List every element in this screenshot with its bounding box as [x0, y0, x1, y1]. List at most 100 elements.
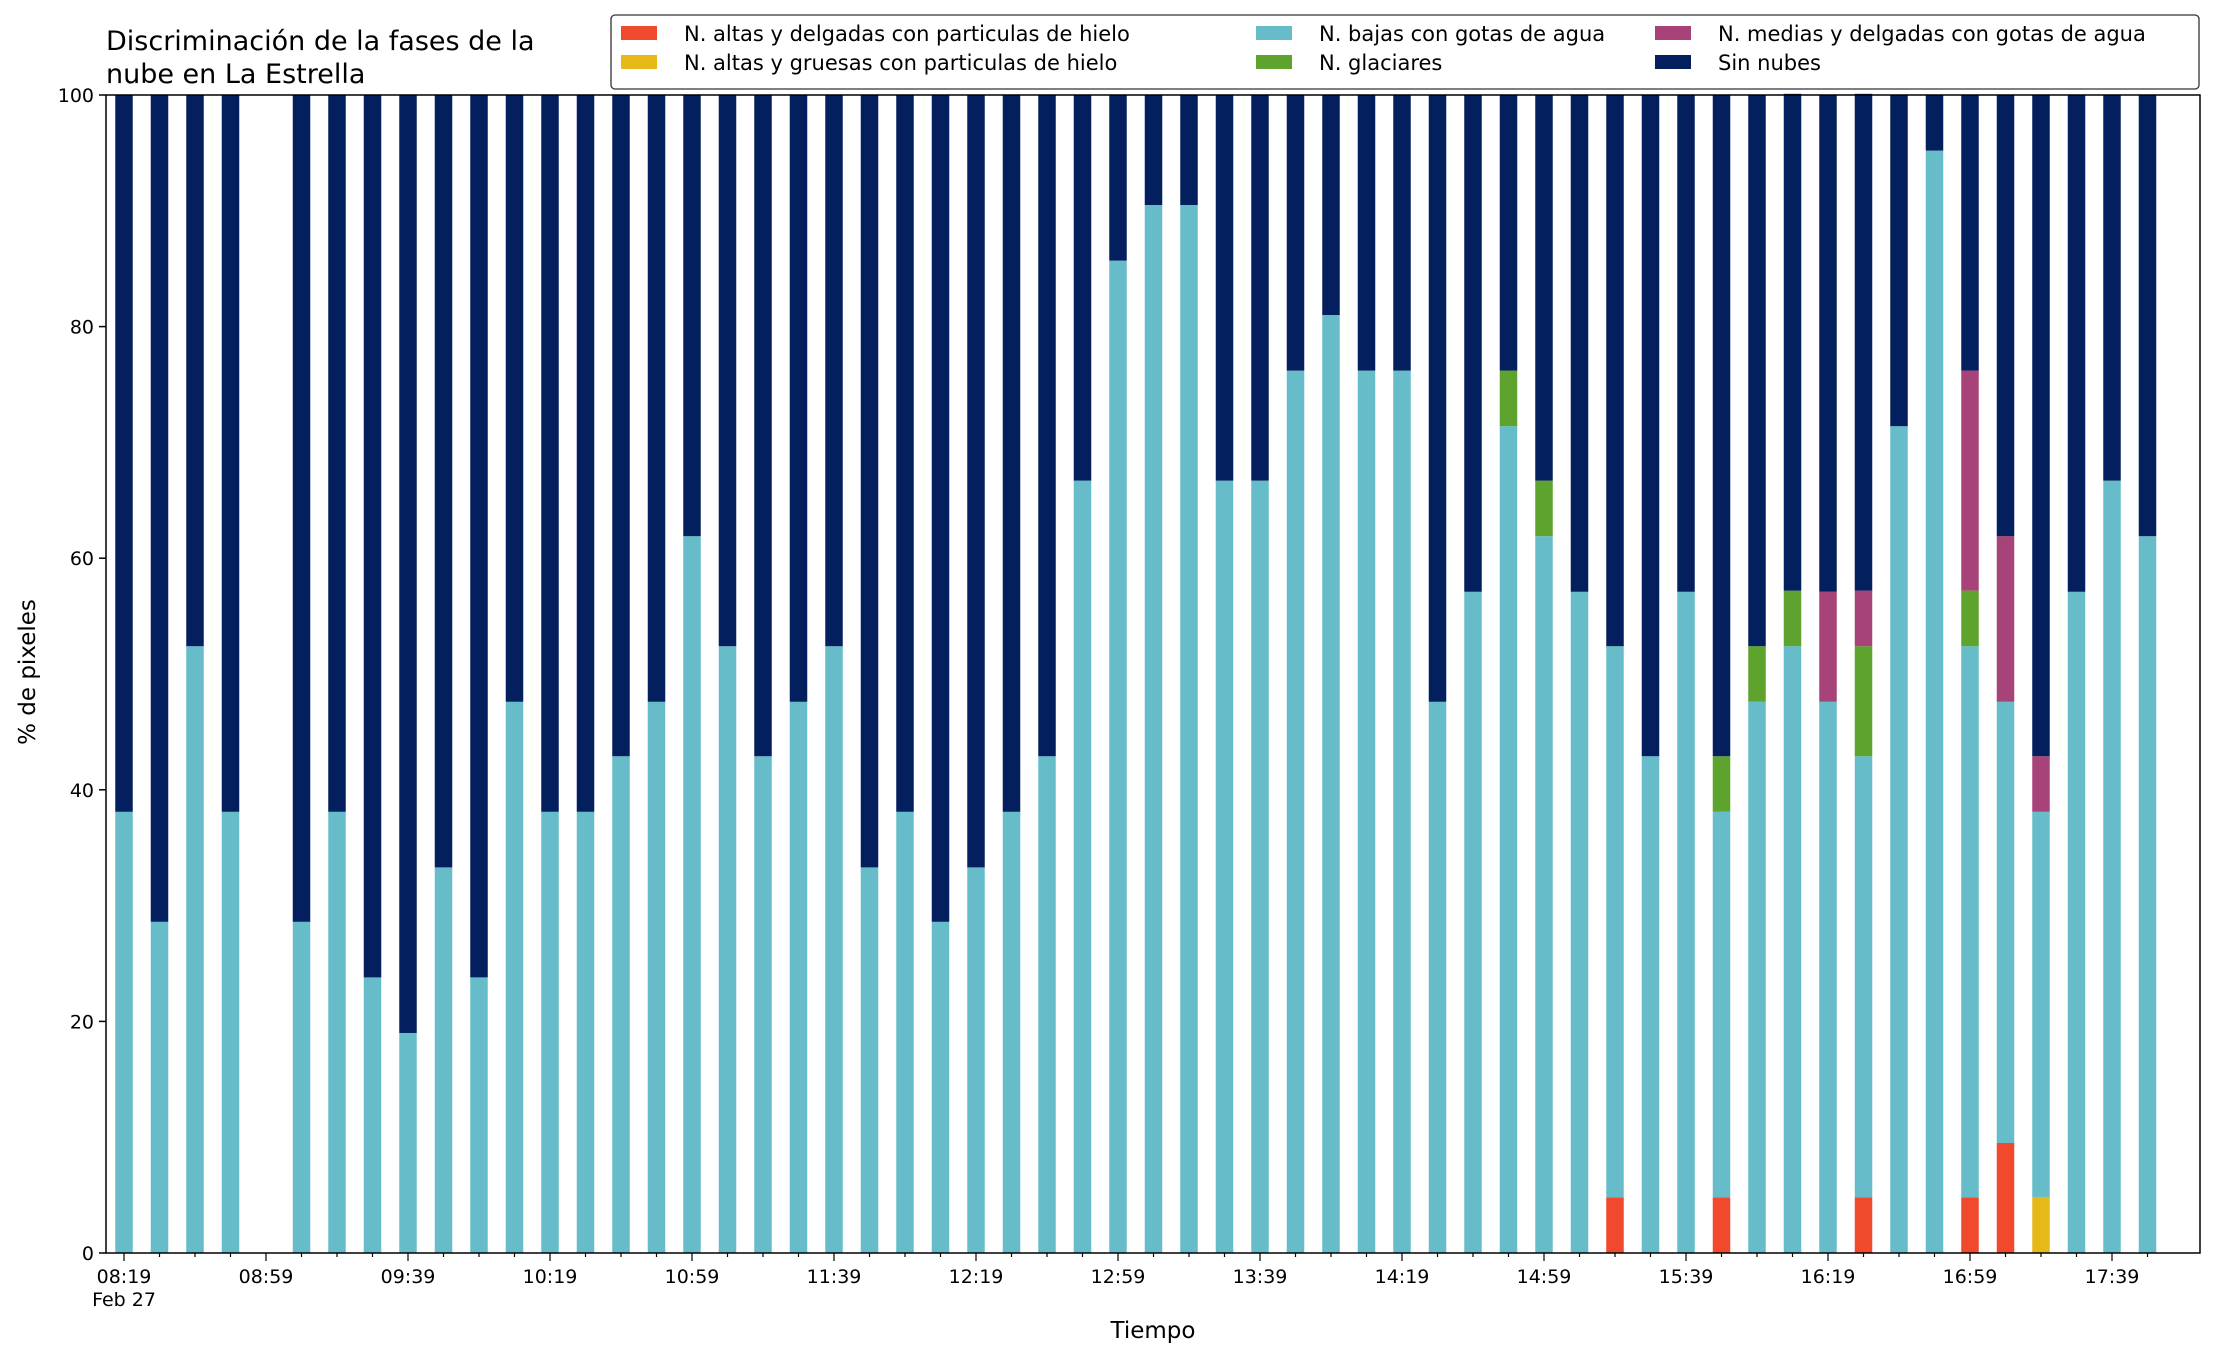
bar-n-bajas-con-gotas-de-agua-1619 [1819, 701, 1837, 1253]
bar-sin-nubes-0819 [115, 95, 133, 812]
bar-sin-nubes-1019 [541, 95, 559, 812]
bar-n-bajas-con-gotas-de-agua-1329 [1215, 480, 1234, 1253]
bar-n-glaciares-1549 [1712, 756, 1731, 812]
bar-sin-nubes-1239 [1038, 95, 1056, 757]
bar-n-bajas-con-gotas-de-agua-1339 [1251, 480, 1269, 1253]
bar-sin-nubes-1139 [825, 95, 843, 647]
bar-n-bajas-con-gotas-de-agua-1109 [718, 646, 737, 1253]
bar-n-medias-y-delgadas-con-gotas-de-agua-1709 [1996, 536, 2015, 702]
bar-n-glaciares-1559 [1748, 646, 1766, 702]
bar-sin-nubes-1559 [1748, 95, 1766, 647]
bar-sin-nubes-1749 [2138, 95, 2157, 537]
x-tick-label-1219: 12:19 [949, 1266, 1004, 1288]
legend-swatch-n-bajas-con-gotas-de-agua [1256, 26, 1292, 40]
bar-n-bajas-con-gotas-de-agua-1319 [1180, 205, 1198, 1253]
x-tick-label-1059: 10:59 [665, 1266, 720, 1288]
y-axis-label: % de pixeles [15, 599, 41, 745]
bar-sin-nubes-1249 [1073, 95, 1092, 481]
bar-n-bajas-con-gotas-de-agua-1659 [1961, 646, 1979, 1198]
bar-n-bajas-con-gotas-de-agua-1549 [1712, 811, 1731, 1198]
bar-n-bajas-con-gotas-de-agua-1229 [1002, 811, 1021, 1253]
bar-n-bajas-con-gotas-de-agua-0819 [115, 811, 133, 1253]
bar-n-bajas-con-gotas-de-agua-1009 [505, 701, 524, 1253]
x-tick-label-1259: 12:59 [1091, 1266, 1146, 1288]
x-tick-label-1019: 10:19 [523, 1266, 578, 1288]
bar-sin-nubes-1509 [1570, 95, 1589, 592]
bar-sin-nubes-1109 [718, 95, 737, 647]
bar-n-bajas-con-gotas-de-agua-1529 [1641, 756, 1660, 1253]
bar-sin-nubes-1309 [1144, 95, 1163, 206]
bar-n-bajas-con-gotas-de-agua-1519 [1606, 646, 1624, 1198]
bar-sin-nubes-1549 [1712, 95, 1731, 757]
bar-n-bajas-con-gotas-de-agua-1509 [1570, 591, 1589, 1253]
bar-sin-nubes-1219 [967, 95, 985, 868]
bar-n-medias-y-delgadas-con-gotas-de-agua-1659 [1961, 370, 1979, 591]
y-tick-label-40: 40 [70, 780, 94, 802]
bar-n-bajas-con-gotas-de-agua-1459 [1535, 536, 1553, 1253]
bar-sin-nubes-1039 [612, 95, 630, 757]
bar-n-bajas-con-gotas-de-agua-1559 [1748, 701, 1766, 1253]
bar-n-bajas-con-gotas-de-agua-1129 [789, 701, 808, 1253]
bar-n-altas-y-delgadas-con-particulas-de-hielo-1519 [1606, 1197, 1624, 1253]
bar-n-bajas-con-gotas-de-agua-1149 [860, 867, 879, 1253]
x-tick-label-1139: 11:39 [807, 1266, 862, 1288]
bar-sin-nubes-1719 [2032, 95, 2050, 757]
bar-n-glaciares-1659 [1961, 590, 1979, 647]
bar-n-bajas-con-gotas-de-agua-1259 [1109, 260, 1127, 1254]
bar-n-bajas-con-gotas-de-agua-1709 [1996, 701, 2015, 1143]
bar-n-bajas-con-gotas-de-agua-1739 [2103, 480, 2121, 1253]
bar-sin-nubes-1049 [647, 95, 666, 702]
x-tick-label-1659: 16:59 [1943, 1266, 1998, 1288]
bar-sin-nubes-1259 [1109, 95, 1127, 261]
x-axis-label: Tiempo [1110, 1318, 1196, 1344]
bar-sin-nubes-1659 [1961, 95, 1979, 371]
y-tick-label-20: 20 [70, 1011, 94, 1033]
bar-n-glaciares-1459 [1535, 480, 1553, 537]
bar-n-medias-y-delgadas-con-gotas-de-agua-1619 [1819, 591, 1837, 702]
bar-n-bajas-con-gotas-de-agua-0849 [221, 811, 240, 1253]
bar-sin-nubes-1529 [1641, 95, 1660, 757]
bar-n-bajas-con-gotas-de-agua-1609 [1783, 646, 1802, 1253]
bar-n-glaciares-1609 [1783, 590, 1802, 647]
bar-sin-nubes-0919 [328, 95, 346, 812]
bar-n-bajas-con-gotas-de-agua-1139 [825, 646, 843, 1253]
bar-n-bajas-con-gotas-de-agua-1439 [1464, 591, 1482, 1253]
x-axis: 08:19 08:59 09:39 10:19 10:59 11:39 12:19 12:59… [92, 1253, 2149, 1311]
bar-n-bajas-con-gotas-de-agua-1429 [1428, 701, 1447, 1253]
bar-n-bajas-con-gotas-de-agua-1349 [1286, 370, 1305, 1254]
bar-n-bajas-con-gotas-de-agua-1639 [1890, 426, 1908, 1253]
bar-sin-nubes-0959 [470, 95, 488, 978]
legend: N. altas y delgadas con particulas de hi… [610, 14, 2200, 90]
legend-label-sin-nubes: Sin nubes [1718, 51, 1821, 75]
bar-sin-nubes-1159 [896, 95, 914, 812]
bar-sin-nubes-0939 [399, 95, 417, 1033]
bar-n-bajas-con-gotas-de-agua-1749 [2138, 536, 2157, 1253]
bar-n-bajas-con-gotas-de-agua-1309 [1144, 205, 1163, 1253]
bar-n-bajas-con-gotas-de-agua-1249 [1073, 480, 1092, 1253]
bar-sin-nubes-0849 [221, 95, 240, 812]
bar-sin-nubes-1009 [505, 95, 524, 702]
bar-n-bajas-con-gotas-de-agua-1039 [612, 756, 630, 1253]
legend-box [610, 14, 2200, 90]
bar-n-altas-y-delgadas-con-particulas-de-hielo-1709 [1996, 1142, 2015, 1253]
bar-n-bajas-con-gotas-de-agua-1219 [967, 867, 985, 1253]
bar-n-bajas-con-gotas-de-agua-1119 [754, 756, 772, 1253]
bar-sin-nubes-0929 [363, 95, 382, 978]
bar-sin-nubes-1329 [1215, 95, 1234, 481]
legend-swatch-n-glaciares [1256, 55, 1292, 69]
bar-sin-nubes-1149 [860, 95, 879, 868]
bar-sin-nubes-1319 [1180, 95, 1198, 206]
bar-n-bajas-con-gotas-de-agua-1359 [1322, 315, 1340, 1253]
legend-label-n-glaciares: N. glaciares [1319, 51, 1442, 75]
bar-sin-nubes-1419 [1393, 95, 1411, 371]
bar-sin-nubes-1429 [1428, 95, 1447, 702]
bar-n-altas-y-delgadas-con-particulas-de-hielo-1659 [1961, 1197, 1979, 1253]
bar-area [115, 93, 2157, 1254]
bar-n-medias-y-delgadas-con-gotas-de-agua-1629 [1854, 590, 1873, 647]
bar-n-bajas-con-gotas-de-agua-0839 [186, 646, 204, 1253]
bar-n-medias-y-delgadas-con-gotas-de-agua-1719 [2032, 756, 2050, 812]
bar-sin-nubes-1119 [754, 95, 772, 757]
bar-sin-nubes-1349 [1286, 95, 1305, 371]
bar-sin-nubes-0839 [186, 95, 204, 647]
bar-n-altas-y-gruesas-con-particulas-de-hielo-1719 [2032, 1197, 2050, 1253]
